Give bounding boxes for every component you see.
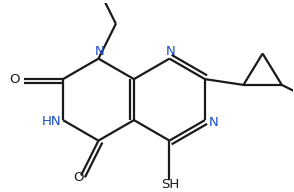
Text: SH: SH: [161, 178, 180, 191]
Text: O: O: [74, 171, 84, 184]
Text: O: O: [9, 73, 20, 86]
Text: HN: HN: [41, 115, 61, 128]
Text: N: N: [209, 116, 218, 129]
Text: N: N: [166, 45, 176, 58]
Text: N: N: [95, 45, 104, 58]
